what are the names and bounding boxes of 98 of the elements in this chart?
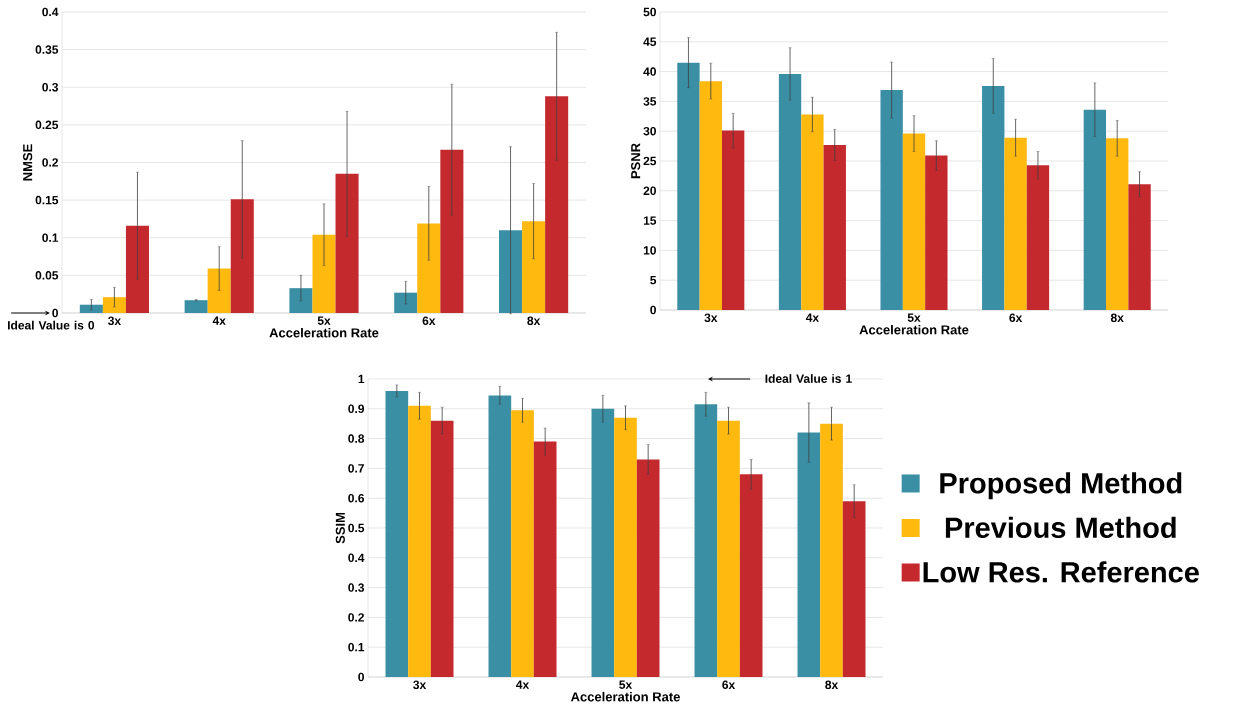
bar bbox=[778, 73, 802, 310]
bar bbox=[488, 395, 512, 677]
y-tick-label: 0.2 bbox=[348, 613, 364, 622]
bar bbox=[533, 441, 557, 677]
x-tick-label: 5x bbox=[907, 313, 921, 322]
x-tick-label: 3x bbox=[704, 313, 718, 323]
y-tick-label: 0.8 bbox=[348, 434, 365, 443]
y-tick-label: 0.1 bbox=[42, 233, 59, 242]
x-axis-title: Acceleration Rate bbox=[570, 691, 680, 702]
bar bbox=[820, 423, 843, 677]
bar bbox=[636, 459, 660, 677]
bar bbox=[394, 292, 418, 313]
bar bbox=[511, 410, 534, 677]
y-tick-label: 0.7 bbox=[348, 464, 364, 473]
y-tick-label: 0.25 bbox=[35, 120, 59, 130]
y-tick-label: 0.3 bbox=[348, 583, 365, 592]
legend-label: Previous Method bbox=[945, 516, 1176, 539]
bar bbox=[739, 474, 763, 677]
y-tick-label: 40 bbox=[643, 67, 656, 76]
y-tick-label: 0.4 bbox=[348, 553, 365, 563]
y-tick-label: 30 bbox=[643, 126, 656, 136]
bar bbox=[925, 155, 948, 310]
y-axis-title: PSNR bbox=[631, 143, 641, 179]
bar bbox=[694, 404, 718, 677]
y-tick-label: 0.4 bbox=[42, 7, 59, 17]
y-tick-label: 20 bbox=[643, 186, 656, 196]
legend-label: Low Res. Reference bbox=[923, 561, 1199, 583]
y-tick-label: 10 bbox=[643, 246, 656, 255]
bar bbox=[312, 234, 336, 313]
y-tick-label: 5 bbox=[650, 276, 657, 285]
bar bbox=[207, 268, 231, 313]
bar bbox=[880, 90, 903, 310]
y-tick-label: 0.3 bbox=[42, 82, 59, 92]
bar bbox=[677, 62, 700, 310]
x-tick-label: 5x bbox=[619, 680, 633, 689]
bar bbox=[440, 149, 464, 313]
bar bbox=[1083, 109, 1107, 310]
legend-label: Proposed Method bbox=[940, 472, 1182, 500]
bar bbox=[721, 130, 745, 310]
x-tick-label: 3x bbox=[108, 316, 121, 326]
bar bbox=[1106, 138, 1129, 310]
y-tick-label: 0.05 bbox=[35, 271, 59, 280]
bar bbox=[717, 420, 740, 677]
x-tick-label: 8x bbox=[825, 680, 839, 690]
x-tick-label: 8x bbox=[527, 316, 541, 326]
bar bbox=[79, 304, 103, 313]
y-axis-title: NMSE bbox=[23, 144, 33, 181]
y-tick-label: 1 bbox=[358, 374, 365, 384]
bar bbox=[842, 501, 866, 677]
bar bbox=[184, 300, 208, 313]
x-tick-label: 5x bbox=[317, 316, 331, 325]
y-axis-title: SSIM bbox=[335, 512, 345, 544]
x-tick-label: 6x bbox=[722, 680, 736, 690]
bar bbox=[797, 432, 821, 677]
bar bbox=[385, 390, 409, 677]
x-tick-label: 6x bbox=[422, 316, 436, 326]
y-tick-label: 25 bbox=[643, 156, 657, 166]
y-tick-label: 0 bbox=[52, 308, 58, 318]
x-tick-label: 6x bbox=[1009, 313, 1023, 323]
y-tick-label: 15 bbox=[643, 216, 657, 225]
y-tick-label: 0.2 bbox=[42, 158, 58, 167]
bar bbox=[699, 81, 722, 310]
bar bbox=[591, 408, 615, 677]
bar bbox=[430, 420, 454, 677]
y-tick-label: 0.15 bbox=[35, 195, 59, 205]
y-tick-label: 0.9 bbox=[348, 404, 365, 414]
y-tick-label: 0.1 bbox=[348, 642, 365, 652]
bar bbox=[982, 85, 1005, 310]
bar bbox=[823, 144, 846, 310]
x-tick-label: 3x bbox=[413, 680, 427, 690]
y-tick-label: 0.35 bbox=[35, 45, 59, 54]
bar bbox=[1026, 165, 1050, 310]
y-tick-label: 50 bbox=[643, 7, 656, 17]
annotation: Ideal Value is 1 bbox=[765, 374, 852, 383]
text: Ideal Value is 0 bbox=[7, 320, 95, 330]
bar bbox=[522, 221, 546, 313]
bar bbox=[801, 114, 824, 310]
bar bbox=[545, 96, 569, 313]
x-tick-label: 4x bbox=[805, 313, 819, 322]
x-tick-label: 4x bbox=[212, 316, 226, 325]
x-axis-title: Acceleration Rate bbox=[859, 324, 969, 335]
x-tick-label: 4x bbox=[516, 680, 530, 689]
bar bbox=[1128, 184, 1151, 310]
x-axis-title: Acceleration Rate bbox=[269, 327, 379, 338]
bar bbox=[614, 417, 637, 677]
bar bbox=[1004, 137, 1027, 310]
bar bbox=[902, 133, 926, 310]
y-tick-label: 0.6 bbox=[348, 493, 365, 503]
bar bbox=[335, 173, 359, 313]
y-tick-label: 0.5 bbox=[348, 523, 365, 533]
y-tick-label: 0 bbox=[358, 672, 364, 682]
y-tick-label: 45 bbox=[643, 37, 657, 46]
x-tick-label: 8x bbox=[1110, 313, 1124, 323]
bar bbox=[102, 297, 126, 313]
bar bbox=[408, 405, 431, 677]
y-tick-label: 35 bbox=[643, 97, 657, 106]
y-tick-label: 0 bbox=[650, 305, 656, 315]
bar bbox=[417, 223, 441, 313]
